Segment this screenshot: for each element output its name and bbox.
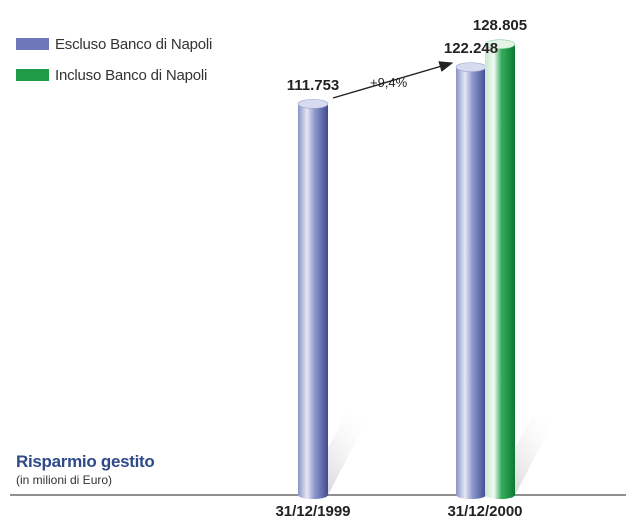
legend-label-escluso: Escluso Banco di Napoli bbox=[55, 35, 213, 53]
data-label: 111.753 bbox=[287, 77, 340, 94]
legend-label-incluso: Incluso Banco di Napoli bbox=[55, 66, 208, 84]
x-tick-label: 31/12/1999 bbox=[275, 503, 350, 520]
legend-item-escluso: Escluso Banco di Napoli bbox=[16, 34, 212, 54]
x-tick-label: 31/12/2000 bbox=[447, 503, 522, 520]
bar-base bbox=[456, 491, 486, 499]
growth-annotation: +9,4% bbox=[370, 75, 408, 90]
growth-arrow bbox=[332, 61, 454, 99]
legend: Escluso Banco di Napoli Incluso Banco di… bbox=[16, 34, 212, 96]
bar-base bbox=[485, 491, 515, 499]
legend-item-incluso: Incluso Banco di Napoli bbox=[16, 65, 212, 85]
legend-swatch-incluso bbox=[16, 69, 49, 81]
bar-cap bbox=[455, 62, 487, 72]
data-label: 128.805 bbox=[473, 17, 527, 34]
chart-title: Risparmio gestito bbox=[16, 452, 155, 471]
data-label: 122.248 bbox=[444, 40, 498, 57]
bar-cap bbox=[297, 99, 329, 109]
bar-incluso-1 bbox=[485, 44, 515, 496]
bar-base bbox=[298, 491, 328, 499]
legend-swatch-escluso bbox=[16, 38, 49, 50]
bar-escluso-0 bbox=[298, 103, 328, 495]
chart-subtitle: (in milioni di Euro) bbox=[16, 473, 113, 487]
bar-escluso-1 bbox=[456, 67, 486, 495]
bar-cap bbox=[484, 39, 516, 49]
